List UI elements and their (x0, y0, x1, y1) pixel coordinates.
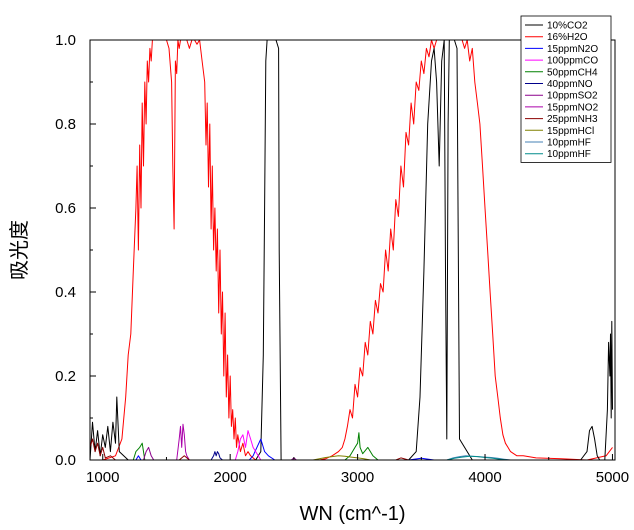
legend-label: 10%CO2 (547, 21, 588, 32)
series-line-4 (90, 432, 613, 461)
series-line-9 (90, 455, 613, 461)
legend-label: 50ppmCH4 (547, 67, 598, 78)
x-tick-label: 4000 (468, 469, 501, 486)
legend-label: 15ppmN2O (547, 44, 598, 55)
y-tick-label: 0.6 (55, 200, 76, 217)
legend-label: 15ppmHCl (547, 126, 594, 137)
y-axis: 0.0 0.2 0.4 0.6 0.8 1.0 (55, 32, 96, 469)
y-axis-title: 吸光度 (8, 220, 31, 280)
legend: 10%CO216%H2O15ppmN2O100ppmCO50ppmCH440pp… (520, 15, 612, 163)
y-tick-label: 0.2 (55, 368, 76, 385)
y-tick-label: 0.0 (55, 452, 76, 469)
legend-label: 10ppmSO2 (547, 91, 598, 102)
legend-label: 40ppmNO (547, 79, 593, 90)
x-tick-label: 3000 (341, 469, 374, 486)
legend-label: 25ppmNH3 (547, 114, 598, 125)
legend-label: 15ppmNO2 (547, 102, 599, 113)
series-line-8 (89, 438, 613, 461)
series-line-0 (89, 39, 613, 461)
legend-label: 16%H2O (547, 32, 588, 43)
series-line-11 (90, 455, 613, 461)
series-line-7 (90, 423, 613, 461)
y-tick-label: 1.0 (55, 32, 76, 49)
series-line-3 (90, 430, 613, 461)
x-axis-title: WN (cm^-1) (299, 503, 405, 525)
x-tick-label: 1000 (86, 469, 119, 486)
legend-box (520, 15, 612, 163)
series-line-2 (90, 438, 613, 461)
legend-label: 10ppmHF (547, 138, 591, 149)
x-axis: 1000 2000 3000 4000 5000 (86, 454, 629, 486)
series-line-6 (90, 446, 613, 461)
y-tick-label: 0.8 (55, 116, 76, 133)
x-tick-label: 5000 (596, 469, 629, 486)
series-line-5 (90, 451, 613, 461)
y-tick-label: 0.4 (55, 284, 76, 301)
x-tick-label: 2000 (213, 469, 246, 486)
series-layer (89, 39, 613, 461)
legend-label: 10ppmHF (547, 149, 591, 160)
legend-label: 100ppmCO (547, 56, 598, 67)
